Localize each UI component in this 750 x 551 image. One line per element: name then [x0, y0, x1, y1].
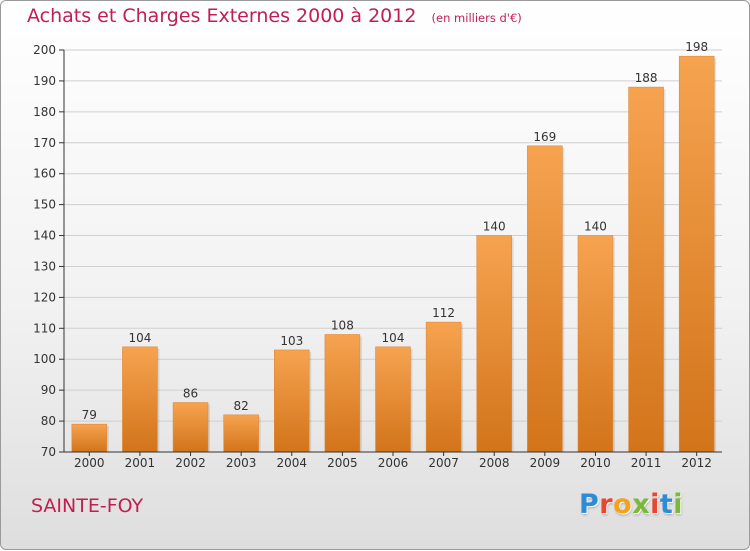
- data-labels: 79 104 86 82 103 108 104 112 140 169 140 188 198: [82, 40, 708, 422]
- y-tick-label: 200: [33, 43, 56, 57]
- chart-subtitle: (en milliers d'€): [431, 11, 522, 25]
- bar: [122, 346, 158, 453]
- data-label: 104: [128, 331, 151, 345]
- x-tick-label: 2000: [74, 456, 105, 470]
- brand-letter: r: [599, 489, 614, 520]
- bar: [678, 55, 715, 453]
- y-tick-labels: 70 80 90 100 110 120 130 140 150 160 170 180 190 200: [33, 43, 56, 459]
- brand-logo: Proxiti: [579, 489, 683, 520]
- y-tick-label: 150: [33, 198, 56, 212]
- data-label: 140: [584, 220, 607, 234]
- y-tick-label: 90: [41, 383, 56, 397]
- bar: [223, 414, 259, 453]
- y-tick-label: 100: [33, 352, 56, 366]
- bar: [172, 402, 209, 453]
- x-tick-label: 2002: [175, 456, 206, 470]
- x-tick-label: 2009: [530, 456, 561, 470]
- chart-title: Achats et Charges Externes 2000 à 2012: [27, 5, 417, 27]
- bar: [476, 235, 512, 453]
- y-tick-label: 120: [33, 290, 56, 304]
- y-tick-label: 110: [33, 321, 56, 335]
- data-label: 188: [635, 71, 658, 85]
- bar: [71, 423, 108, 453]
- data-label: 140: [483, 220, 506, 234]
- bar: [577, 235, 614, 453]
- data-label: 104: [382, 331, 405, 345]
- axes: [63, 50, 722, 456]
- y-tick-label: 170: [33, 136, 56, 150]
- y-tick-label: 160: [33, 167, 56, 181]
- brand-letter: t: [659, 489, 674, 520]
- y-tick-label: 70: [41, 445, 56, 459]
- data-label: 82: [234, 399, 249, 413]
- y-tick-label: 190: [33, 74, 56, 88]
- title-row: Achats et Charges Externes 2000 à 2012 (…: [27, 5, 522, 27]
- x-tick-label: 2012: [681, 456, 712, 470]
- x-tick-label: 2010: [580, 456, 611, 470]
- x-tick-label: 2004: [276, 456, 307, 470]
- x-tick-label: 2011: [631, 456, 662, 470]
- brand-letter: P: [579, 489, 600, 520]
- bar: [274, 349, 310, 453]
- brand-letter: o: [613, 489, 633, 520]
- data-label: 198: [685, 40, 708, 54]
- x-tick-label: 2001: [125, 456, 156, 470]
- y-tick-label: 140: [33, 229, 56, 243]
- bar: [628, 86, 664, 453]
- y-tick-label: 80: [41, 414, 56, 428]
- data-label: 79: [82, 408, 97, 422]
- data-label: 169: [533, 130, 556, 144]
- commune-name: SAINTE-FOY: [31, 495, 144, 517]
- data-label: 86: [183, 387, 198, 401]
- y-tick-label: 180: [33, 105, 56, 119]
- data-label: 112: [432, 306, 455, 320]
- x-tick-label: 2007: [428, 456, 459, 470]
- x-tick-label: 2008: [479, 456, 510, 470]
- bar: [324, 334, 361, 453]
- brand-letter: i: [650, 489, 660, 520]
- brand-letter: x: [632, 489, 651, 520]
- y-tick-label: 130: [33, 259, 56, 273]
- bars: [71, 55, 717, 453]
- bar: [375, 346, 411, 453]
- bar: [527, 145, 563, 453]
- data-label: 108: [331, 318, 354, 332]
- brand-letter: i: [673, 489, 684, 520]
- x-tick-label: 2005: [327, 456, 358, 470]
- data-label: 103: [280, 334, 303, 348]
- x-tick-labels: 2000 2001 2002 2003 2004 2005 2006 2007 2008 2009…: [74, 456, 712, 470]
- x-tick-label: 2003: [226, 456, 257, 470]
- x-tick-label: 2006: [378, 456, 409, 470]
- bar: [425, 321, 462, 453]
